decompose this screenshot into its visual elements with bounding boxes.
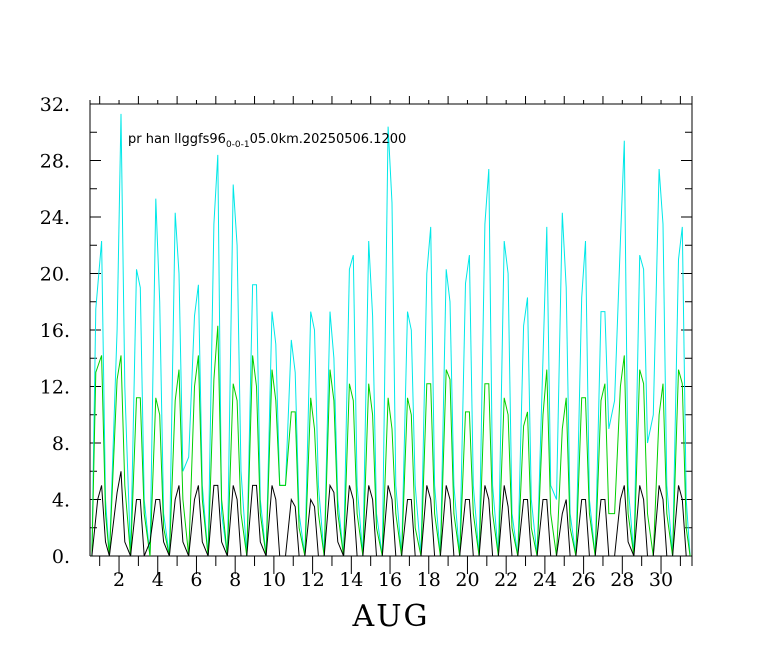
y-tick-label: 32. <box>40 94 70 116</box>
x-tick-label: 20 <box>455 569 479 591</box>
x-tick-label: 16 <box>378 569 402 591</box>
x-tick-label: 18 <box>417 569 441 591</box>
y-tick-label: 8. <box>52 433 70 455</box>
x-tick-label: 26 <box>572 569 596 591</box>
x-tick-label: 22 <box>494 569 518 591</box>
x-tick-label: 12 <box>301 569 325 591</box>
y-tick-label: 16. <box>40 320 70 342</box>
annotation-subscript: 0-0-1 <box>226 140 250 150</box>
x-tick-label: 10 <box>262 569 286 591</box>
chart-annotation: pr han llggfs960-0-105.0km.20250506.1200 <box>128 132 406 150</box>
annotation-suffix: 05.0km.20250506.1200 <box>250 132 407 147</box>
y-tick-label: 24. <box>40 207 70 229</box>
x-tick-label: 2 <box>113 569 125 591</box>
x-tick-label: 14 <box>339 569 363 591</box>
series-line-3 <box>91 471 691 557</box>
y-tick-label: 4. <box>52 490 70 512</box>
y-tick-labels: 0. 4. 8. 12. 16. 20. 24. 28. 32. <box>40 94 70 568</box>
x-tick-label: 30 <box>649 569 673 591</box>
y-tick-label: 12. <box>40 377 70 399</box>
x-tick-label: 24 <box>533 569 557 591</box>
y-tick-label: 28. <box>40 151 70 173</box>
x-tick-label: 28 <box>610 569 634 591</box>
series-line-1 <box>91 113 691 557</box>
chart-series <box>91 113 691 557</box>
x-tick-label: 8 <box>229 569 241 591</box>
y-tick-label: 20. <box>40 264 70 286</box>
x-axis-label: AUG <box>352 599 430 634</box>
annotation-prefix: pr han llggfs96 <box>128 132 226 147</box>
series-line-2 <box>91 325 691 557</box>
x-tick-label: 4 <box>152 569 164 591</box>
x-tick-labels: 2 4 6 8 10 12 14 16 18 20 22 24 26 28 30 <box>113 569 673 591</box>
y-tick-label: 0. <box>52 546 70 568</box>
x-tick-label: 6 <box>190 569 202 591</box>
chart-ticks <box>90 96 692 574</box>
